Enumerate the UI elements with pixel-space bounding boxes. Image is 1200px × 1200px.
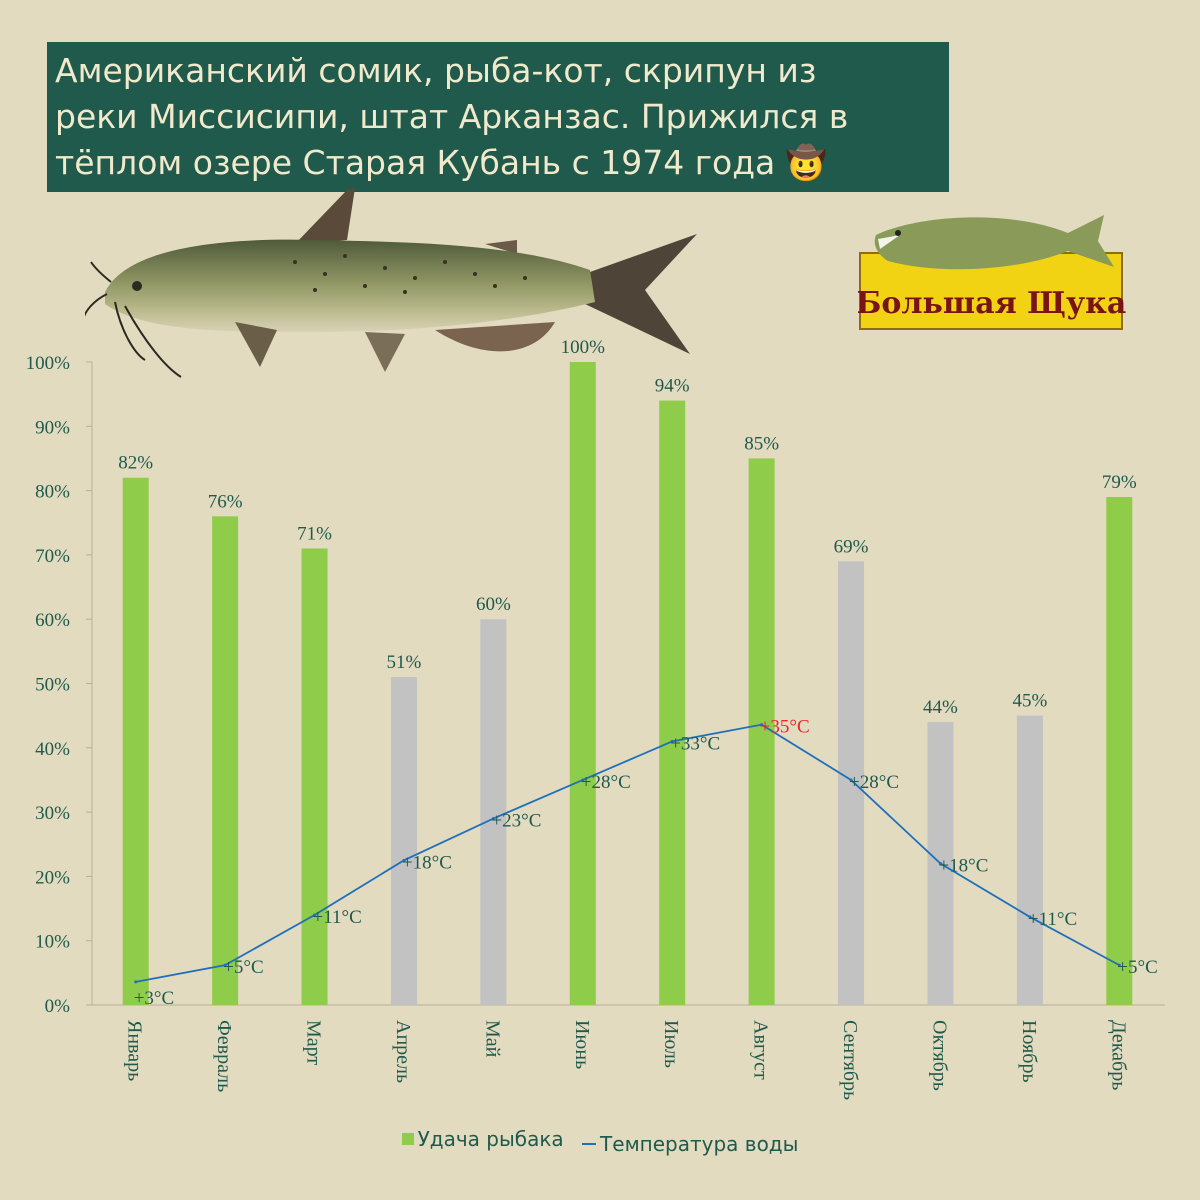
- legend: Удача рыбака Температура воды: [0, 1126, 1200, 1156]
- y-tick-label: 0%: [45, 996, 71, 1017]
- temperature-point: [223, 963, 227, 967]
- month-labels: Январь Февраль Март Апрель Май Июнь Июль Август…: [124, 1020, 1130, 1100]
- temperature-point: [134, 980, 138, 984]
- temperature-point: [1028, 915, 1032, 919]
- bar-value-label: 69%: [834, 536, 869, 557]
- temperature-label: +18°C: [402, 852, 452, 873]
- y-tick-label: 100%: [26, 353, 71, 374]
- y-tick-label: 90%: [35, 417, 70, 438]
- temperature-label: +18°C: [938, 856, 988, 877]
- temperature-point: [938, 862, 942, 866]
- catfish-image: [85, 188, 697, 378]
- bar-value-label: 94%: [655, 376, 690, 397]
- bar: [1106, 497, 1133, 1005]
- bar-value-label: 85%: [744, 433, 779, 454]
- temperature-label: +35°C: [760, 717, 810, 738]
- y-tick-label: 40%: [35, 739, 70, 760]
- temperature-point: [313, 913, 317, 917]
- temperature-point: [670, 739, 674, 743]
- bar: [122, 477, 149, 1005]
- y-tick-label: 10%: [35, 932, 70, 953]
- logo: Большая Щука: [858, 215, 1126, 330]
- month-label: Февраль: [213, 1020, 235, 1092]
- temperature-point: [402, 858, 406, 862]
- bar: [838, 561, 865, 1005]
- logo-text: Большая Щука: [858, 286, 1126, 321]
- temperature-point: [849, 778, 853, 782]
- y-tick-label: 50%: [35, 675, 70, 696]
- month-label: Май: [481, 1020, 503, 1058]
- temperature-label: +11°C: [313, 907, 362, 928]
- month-label: Декабрь: [1107, 1020, 1129, 1090]
- temperature-label: +5°C: [223, 957, 264, 978]
- title-line-1: Американский сомик, рыба-кот, скрипун из: [55, 51, 817, 90]
- bar: [748, 458, 775, 1005]
- legend-label-bars: Удача рыбака: [417, 1127, 564, 1151]
- bar-value-label: 51%: [387, 652, 422, 673]
- temperature-point: [581, 778, 585, 782]
- legend-swatch-line: [582, 1143, 597, 1145]
- bar: [212, 516, 239, 1005]
- y-tick-label: 60%: [35, 610, 70, 631]
- temperature-label: +3°C: [134, 988, 175, 1009]
- temperature-line: [134, 723, 1121, 984]
- y-tick-label: 80%: [35, 482, 70, 503]
- title-line-3: тёплом озере Старая Кубань с 1974 года 🤠: [55, 143, 827, 182]
- legend-item-bars: Удача рыбака: [401, 1127, 564, 1151]
- legend-swatch-bars: [401, 1133, 414, 1145]
- temperature-label: +28°C: [849, 772, 899, 793]
- temperature-label: +5°C: [1117, 957, 1158, 978]
- temperature-label: +28°C: [581, 772, 631, 793]
- month-label: Июнь: [571, 1020, 593, 1069]
- bar: [569, 362, 596, 1005]
- bar-value-label: 44%: [923, 697, 958, 718]
- y-axis: 0% 10% 20% 30% 40% 50% 60% 70% 80% 90% 100%: [26, 353, 92, 1017]
- legend-label-line: Температура воды: [600, 1132, 799, 1156]
- month-label: Сентябрь: [839, 1020, 861, 1100]
- legend-item-line: Температура воды: [582, 1132, 798, 1156]
- title-box: Американский сомик, рыба-кот, скрипун из…: [47, 42, 949, 192]
- bars: [122, 362, 1133, 1006]
- bar-value-label: 76%: [208, 491, 243, 512]
- bar-value-label: 82%: [118, 453, 153, 474]
- title-line-2: реки Миссисипи, штат Арканзас. Прижился …: [55, 97, 849, 136]
- month-label: Ноябрь: [1018, 1020, 1040, 1083]
- bar-labels: 82% 76% 71% 51% 60% 100% 94% 85% 69% 44% 45% 79%: [118, 337, 1137, 718]
- bar: [659, 400, 686, 1006]
- bar-value-label: 60%: [476, 594, 511, 615]
- month-label: Июль: [660, 1020, 682, 1068]
- temperature-point: [760, 723, 764, 727]
- month-label: Октябрь: [928, 1020, 950, 1091]
- temperature-point: [491, 817, 495, 821]
- month-label: Январь: [124, 1020, 146, 1081]
- bar-value-label: 79%: [1102, 472, 1137, 493]
- month-label: Август: [750, 1020, 772, 1080]
- bar: [301, 548, 328, 1005]
- temperature-label: +33°C: [670, 733, 720, 754]
- y-tick-label: 20%: [35, 867, 70, 888]
- bar: [1016, 715, 1043, 1005]
- temperature-label: +11°C: [1028, 909, 1077, 930]
- bar-value-label: 45%: [1012, 691, 1047, 712]
- bar: [480, 619, 507, 1005]
- temperature-labels: +3°C +5°C +11°C +18°C +23°C +28°C +33°C +35°C +2…: [134, 717, 1158, 1009]
- temperature-label: +23°C: [491, 811, 541, 832]
- bar: [390, 677, 417, 1005]
- bar-value-label: 100%: [561, 337, 606, 358]
- month-label: Март: [303, 1020, 325, 1065]
- month-label: Апрель: [392, 1020, 414, 1083]
- temperature-line-path: [135, 723, 1120, 983]
- y-tick-label: 30%: [35, 803, 70, 824]
- y-tick-label: 70%: [35, 546, 70, 567]
- temperature-point: [1117, 963, 1121, 967]
- bar-value-label: 71%: [297, 523, 332, 544]
